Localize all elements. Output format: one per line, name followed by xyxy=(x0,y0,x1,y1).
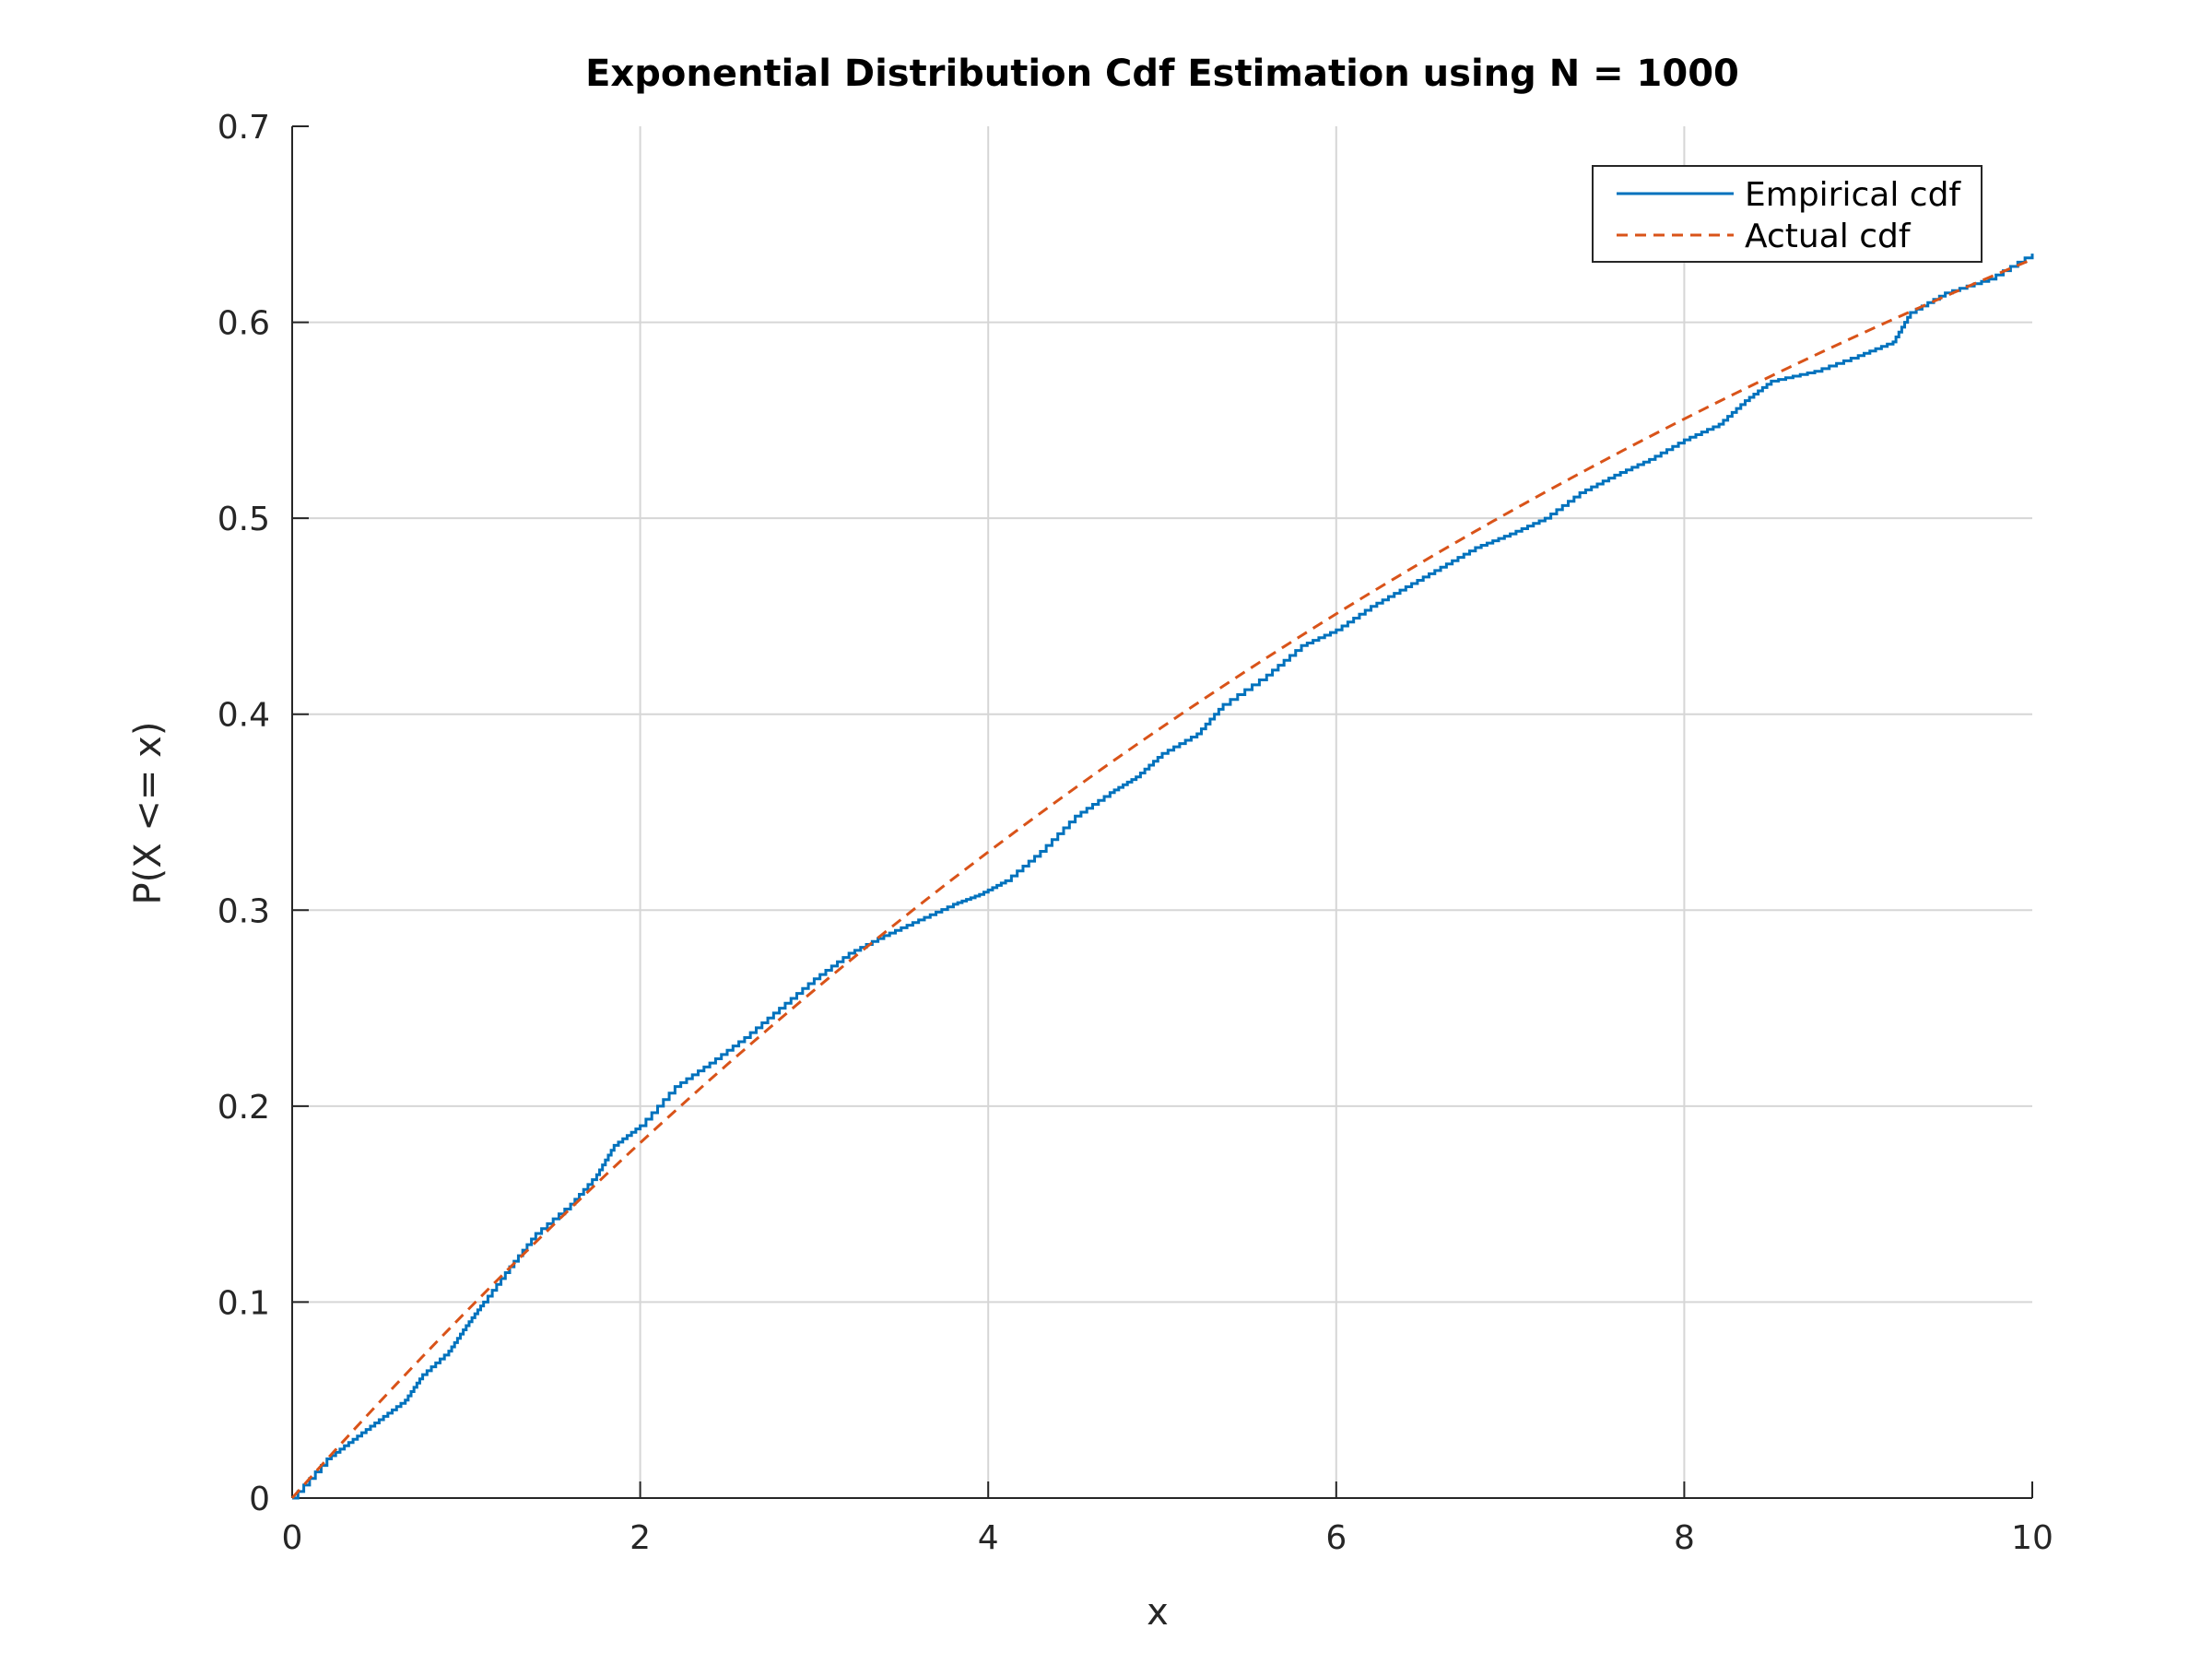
x-tick-label: 0 xyxy=(282,1519,303,1557)
y-tick-label: 0.7 xyxy=(218,109,270,147)
chart-title: Exponential Distribution Cdf Estimation … xyxy=(585,53,1739,95)
legend-empirical-label: Empirical cdf xyxy=(1745,176,1961,214)
y-axis-label: P(X <= x) xyxy=(127,722,170,905)
plot-series xyxy=(290,254,2034,1500)
y-tick-label: 0.4 xyxy=(218,697,270,735)
y-tick-label: 0.3 xyxy=(218,892,270,930)
x-tick-label: 8 xyxy=(1674,1519,1695,1557)
y-tick-label: 0.5 xyxy=(218,501,270,538)
x-axis-label: x xyxy=(1147,1591,1169,1634)
y-tick-label: 0.6 xyxy=(218,305,270,343)
legend-actual-label: Actual cdf xyxy=(1745,218,1912,255)
legend-box xyxy=(1592,165,1983,263)
x-tick-label: 2 xyxy=(629,1519,651,1557)
x-tick-label: 6 xyxy=(1325,1519,1347,1557)
empirical-cdf-line xyxy=(292,254,2034,1500)
legend: Empirical cdf Actual cdf xyxy=(1592,165,1983,263)
axes: 0 2 4 6 8 10 0 0.1 0.2 0.3 0.4 0.5 0.6 0.7 xyxy=(218,109,2053,1557)
labels: Exponential Distribution Cdf Estimation … xyxy=(127,53,1739,1634)
grid xyxy=(292,126,2032,1498)
actual-cdf-line xyxy=(290,257,2033,1499)
y-tick-label: 0 xyxy=(249,1481,270,1518)
x-tick-label: 10 xyxy=(2011,1519,2053,1557)
x-tick-label: 4 xyxy=(978,1519,999,1557)
y-tick-label: 0.1 xyxy=(218,1284,270,1322)
y-tick-label: 0.2 xyxy=(218,1089,270,1127)
